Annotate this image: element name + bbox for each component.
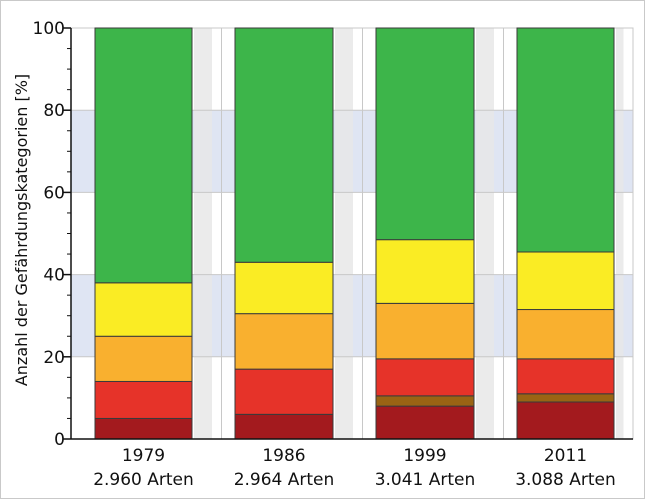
y-tick-label: 0 [54, 430, 65, 450]
category-sublabel: 3.088 Arten [515, 470, 616, 490]
category-sublabel: 2.960 Arten [93, 470, 194, 490]
bar-segment [234, 261, 334, 315]
y-tick-label: 80 [43, 101, 65, 121]
bar-segment [516, 393, 615, 403]
bar-segment [94, 417, 193, 440]
bar-segment [516, 251, 615, 311]
bar-segment [375, 27, 475, 241]
category-sublabel: 3.041 Arten [375, 470, 476, 490]
bar-segment [375, 395, 475, 407]
bar-segment [375, 302, 475, 360]
category-label: 2011 [544, 446, 587, 466]
bar-segment [375, 358, 475, 397]
category-label: 1979 [122, 446, 165, 466]
y-tick-label: 100 [33, 19, 65, 39]
bar-segment [234, 27, 334, 263]
bar-segment [375, 405, 475, 440]
y-tick-label: 40 [43, 266, 65, 286]
bar-segment [234, 413, 334, 440]
category-label: 1999 [403, 446, 446, 466]
bar-segment [94, 27, 193, 284]
bar-1979 [94, 27, 193, 440]
y-axis: 0 20 40 60 80 100 [33, 19, 633, 450]
bar-1999 [375, 27, 475, 440]
bars [94, 27, 615, 440]
grid-stripe [616, 28, 624, 439]
category-label: 1986 [262, 446, 305, 466]
bar-segment [94, 380, 193, 419]
category-sublabel: 2.964 Arten [234, 470, 335, 490]
grid-stripe [194, 28, 212, 439]
bar-segment [94, 282, 193, 337]
bar-segment [516, 358, 615, 395]
y-axis-label: Anzahl der Gefährdungskategorien [%] [12, 74, 31, 386]
grid-stripe [476, 28, 494, 439]
y-tick-label: 60 [43, 183, 65, 203]
bar-1986 [234, 27, 334, 440]
bar-segment [94, 335, 193, 382]
bar-segment [234, 368, 334, 415]
category-labels: 1979 2.960 Arten 1986 2.964 Arten 1999 3.041 … [93, 446, 616, 490]
bar-segment [516, 309, 615, 360]
y-tick-label: 20 [43, 348, 65, 368]
bar-segment [375, 239, 475, 304]
bar-2011 [516, 27, 615, 440]
bar-segment [516, 401, 615, 440]
bar-segment [234, 313, 334, 370]
bar-segment [516, 27, 615, 253]
grid-stripe [335, 28, 353, 439]
